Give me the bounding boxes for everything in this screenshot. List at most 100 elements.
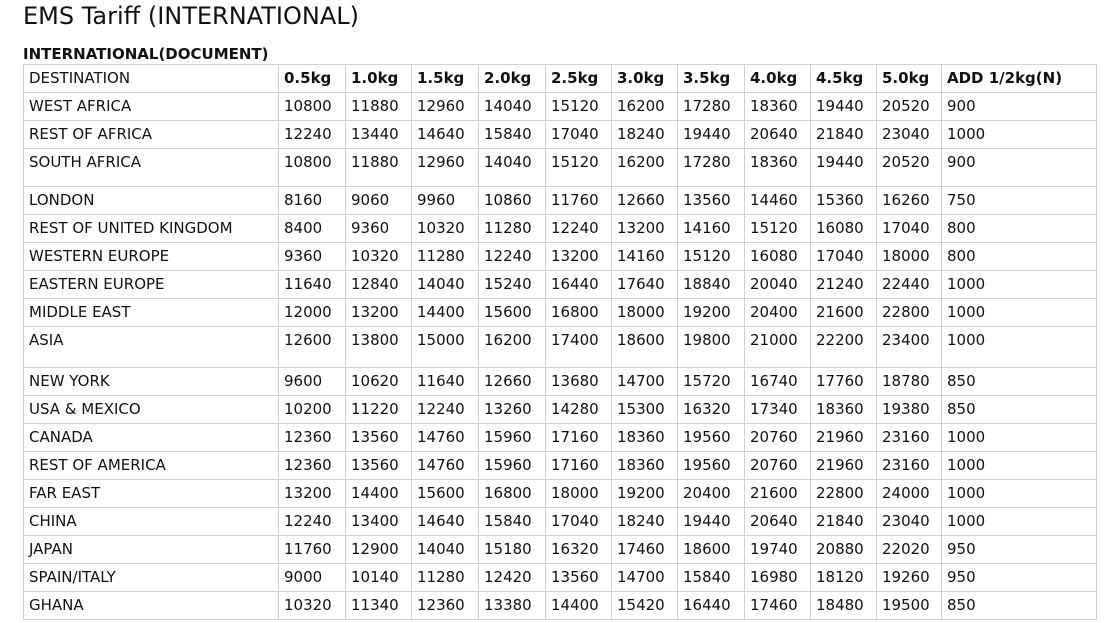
rate-cell: 17040	[810, 242, 877, 271]
rate-cell: 12360	[278, 423, 346, 452]
destination-cell: SPAIN/ITALY	[23, 563, 279, 592]
rate-cell: 12420	[478, 563, 546, 592]
rate-cell: 17760	[810, 367, 877, 396]
destination-cell: SOUTH AFRICA	[23, 148, 279, 187]
rate-cell: 19380	[876, 395, 942, 424]
rate-cell: 10140	[345, 563, 412, 592]
rate-cell: 1000	[941, 298, 1097, 327]
rate-cell: 15600	[478, 298, 546, 327]
table-header-row: DESTINATION 0.5kg 1.0kg 1.5kg 2.0kg 2.5kg 3.0k…	[23, 64, 1097, 93]
destination-cell: REST OF UNITED KINGDOM	[23, 214, 279, 243]
rate-cell: 8400	[278, 214, 346, 243]
rate-cell: 20520	[876, 148, 942, 187]
table-row: EASTERN EUROPE 11640 12840 14040 15240 16440 1…	[23, 270, 1097, 299]
rate-cell: 14460	[744, 186, 811, 215]
rate-cell: 20400	[677, 479, 745, 508]
table-row: SPAIN/ITALY 9000 10140 11280 12420 13560 14700…	[23, 563, 1097, 592]
rate-cell: 17160	[545, 451, 612, 480]
rate-cell: 24000	[876, 479, 942, 508]
rate-cell: 17280	[677, 92, 745, 121]
column-header: ADD 1/2kg(N)	[941, 64, 1097, 93]
rate-cell: 21960	[810, 423, 877, 452]
rate-cell: 23040	[876, 120, 942, 149]
rate-cell: 15120	[545, 148, 612, 187]
tariff-table: DESTINATION 0.5kg 1.0kg 1.5kg 2.0kg 2.5kg 3.0k…	[23, 64, 1097, 620]
rate-cell: 13260	[478, 395, 546, 424]
rate-cell: 11880	[345, 148, 412, 187]
rate-cell: 11220	[345, 395, 412, 424]
rate-cell: 850	[941, 395, 1097, 424]
rate-cell: 800	[941, 214, 1097, 243]
rate-cell: 12000	[278, 298, 346, 327]
destination-cell: EASTERN EUROPE	[23, 270, 279, 299]
rate-cell: 19560	[677, 451, 745, 480]
rate-cell: 9060	[345, 186, 412, 215]
table-row: USA & MEXICO 10200 11220 12240 13260 14280 153…	[23, 395, 1097, 424]
rate-cell: 13800	[345, 326, 412, 368]
rate-cell: 12660	[478, 367, 546, 396]
rate-cell: 21600	[810, 298, 877, 327]
rate-cell: 15720	[677, 367, 745, 396]
rate-cell: 16980	[744, 563, 811, 592]
rate-cell: 20400	[744, 298, 811, 327]
rate-cell: 17160	[545, 423, 612, 452]
column-header: 2.0kg	[478, 64, 546, 93]
rate-cell: 8160	[278, 186, 346, 215]
column-header: 4.5kg	[810, 64, 877, 93]
rate-cell: 1000	[941, 423, 1097, 452]
table-row: SOUTH AFRICA 10800 11880 12960 14040 15120 162…	[23, 148, 1097, 187]
rate-cell: 20640	[744, 120, 811, 149]
destination-cell: CHINA	[23, 507, 279, 536]
destination-cell: MIDDLE EAST	[23, 298, 279, 327]
rate-cell: 13380	[478, 591, 546, 620]
rate-cell: 17280	[677, 148, 745, 187]
rate-cell: 20640	[744, 507, 811, 536]
rate-cell: 12900	[345, 535, 412, 564]
rate-cell: 12240	[278, 507, 346, 536]
rate-cell: 10860	[478, 186, 546, 215]
rate-cell: 19800	[677, 326, 745, 368]
rate-cell: 23160	[876, 423, 942, 452]
rate-cell: 1000	[941, 451, 1097, 480]
rate-cell: 18480	[810, 591, 877, 620]
rate-cell: 20760	[744, 423, 811, 452]
rate-cell: 17340	[744, 395, 811, 424]
rate-cell: 16260	[876, 186, 942, 215]
rate-cell: 16440	[545, 270, 612, 299]
rate-cell: 13440	[345, 120, 412, 149]
rate-cell: 19560	[677, 423, 745, 452]
rate-cell: 15120	[677, 242, 745, 271]
rate-cell: 11280	[478, 214, 546, 243]
rate-cell: 10320	[278, 591, 346, 620]
rate-cell: 18240	[611, 120, 678, 149]
rate-cell: 14040	[478, 92, 546, 121]
rate-cell: 17040	[876, 214, 942, 243]
rate-cell: 17040	[545, 120, 612, 149]
rate-cell: 23160	[876, 451, 942, 480]
column-header: DESTINATION	[23, 64, 279, 93]
rate-cell: 12240	[478, 242, 546, 271]
rate-cell: 16440	[677, 591, 745, 620]
rate-cell: 850	[941, 591, 1097, 620]
column-header: 1.0kg	[345, 64, 412, 93]
rate-cell: 18240	[611, 507, 678, 536]
rate-cell: 14760	[411, 451, 479, 480]
rate-cell: 750	[941, 186, 1097, 215]
table-row: LONDON 8160 9060 9960 10860 11760 12660 13560 14…	[23, 186, 1097, 215]
rate-cell: 9600	[278, 367, 346, 396]
table-row: REST OF AFRICA 12240 13440 14640 15840 17040 1…	[23, 120, 1097, 149]
rate-cell: 21600	[744, 479, 811, 508]
rate-cell: 12240	[545, 214, 612, 243]
rate-cell: 19200	[611, 479, 678, 508]
table-row: ASIA 12600 13800 15000 16200 17400 18600 19800 2…	[23, 326, 1097, 368]
destination-cell: REST OF AFRICA	[23, 120, 279, 149]
rate-cell: 13200	[345, 298, 412, 327]
rate-cell: 18000	[611, 298, 678, 327]
table-row: REST OF AMERICA 12360 13560 14760 15960 17160…	[23, 451, 1097, 480]
rate-cell: 18360	[611, 423, 678, 452]
rate-cell: 20040	[744, 270, 811, 299]
rate-cell: 14700	[611, 563, 678, 592]
rate-cell: 11880	[345, 92, 412, 121]
column-header: 2.5kg	[545, 64, 612, 93]
destination-cell: ASIA	[23, 326, 279, 368]
